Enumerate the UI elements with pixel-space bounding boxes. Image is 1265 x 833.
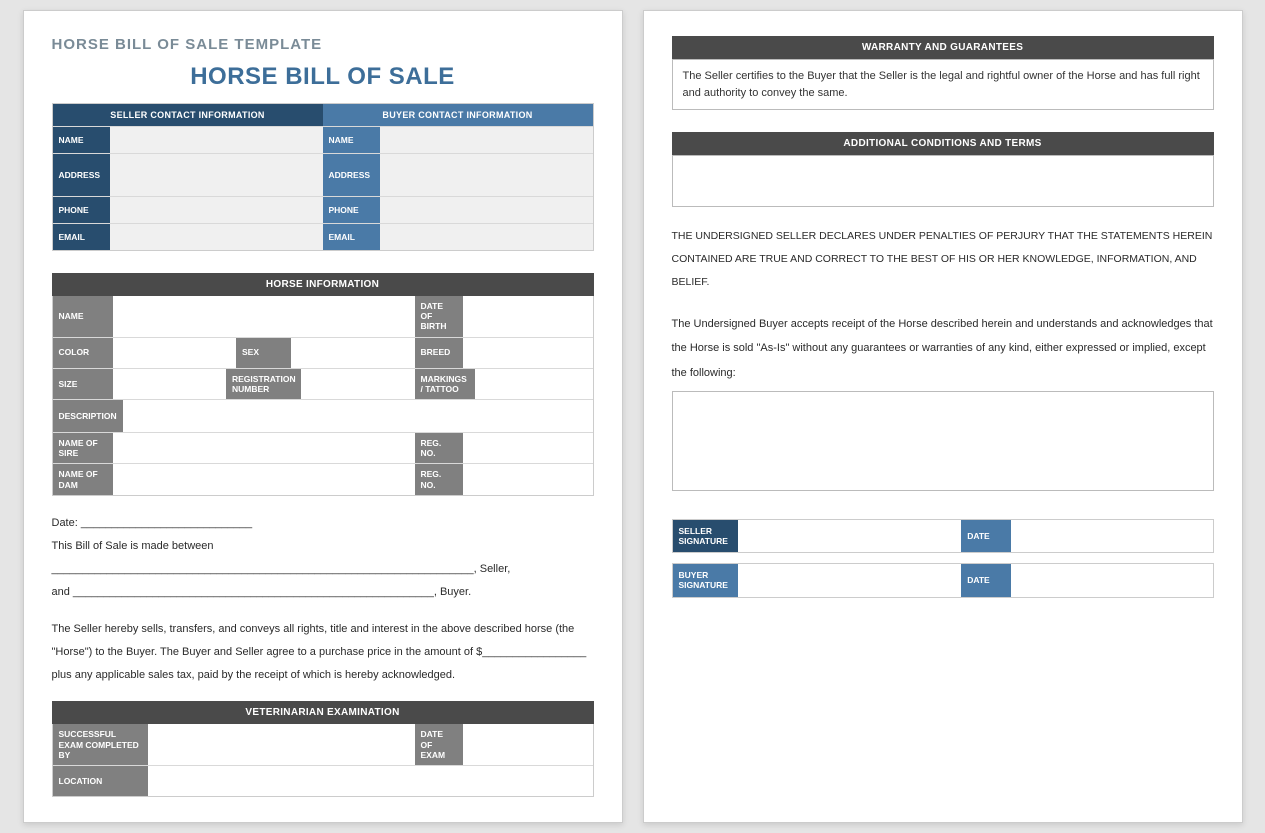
buyer-signature-field[interactable] — [738, 564, 962, 596]
horse-size-label: SIZE — [53, 369, 113, 399]
horse-dam-field[interactable] — [113, 464, 415, 494]
buyer-phone-field[interactable] — [380, 197, 593, 223]
horse-regnum-field[interactable] — [301, 369, 415, 399]
page-1: HORSE BILL OF SALE TEMPLATE HORSE BILL O… — [23, 10, 623, 823]
seller-address-label: ADDRESS — [53, 154, 110, 196]
horse-breed-field[interactable] — [463, 338, 593, 368]
horse-breed-label: BREED — [415, 338, 463, 368]
seller-signature-field[interactable] — [738, 520, 962, 552]
and-buyer-line: and ____________________________________… — [52, 581, 594, 604]
terms-box[interactable] — [672, 155, 1214, 207]
horse-color-field[interactable] — [113, 338, 237, 368]
buyer-address-label: ADDRESS — [323, 154, 380, 196]
horse-regnum-label: REGISTRATION NUMBER — [226, 369, 301, 399]
seller-header: SELLER CONTACT INFORMATION — [53, 104, 323, 126]
horse-sire-regno-field[interactable] — [463, 433, 593, 463]
horse-dob-field[interactable] — [463, 296, 593, 337]
horse-sire-regno-label: REG. NO. — [415, 433, 463, 463]
vet-completed-field[interactable] — [148, 724, 415, 765]
date-line: Date: ____________________________ — [52, 512, 594, 535]
warranty-text: The Seller certifies to the Buyer that t… — [672, 59, 1214, 110]
buyer-phone-label: PHONE — [323, 197, 380, 223]
buyer-name-label: NAME — [323, 127, 380, 153]
buyer-signature-label: BUYER SIGNATURE — [673, 564, 738, 596]
contact-table: SELLER CONTACT INFORMATION NAME ADDRESS … — [52, 103, 594, 251]
exceptions-box[interactable] — [672, 391, 1214, 491]
vet-date-field[interactable] — [463, 724, 593, 765]
horse-sire-label: NAME OF SIRE — [53, 433, 113, 463]
horse-color-label: COLOR — [53, 338, 113, 368]
buyer-sig-date-field[interactable] — [1011, 564, 1212, 596]
vet-date-label: DATE OF EXAM — [415, 724, 463, 765]
main-title: HORSE BILL OF SALE — [52, 63, 594, 91]
accept-text: The Undersigned Buyer accepts receipt of… — [672, 312, 1214, 385]
seller-email-label: EMAIL — [53, 224, 110, 250]
buyer-email-label: EMAIL — [323, 224, 380, 250]
buyer-signature-row: BUYER SIGNATURE DATE — [672, 563, 1214, 597]
seller-address-field[interactable] — [110, 154, 323, 196]
buyer-email-field[interactable] — [380, 224, 593, 250]
horse-dam-regno-label: REG. NO. — [415, 464, 463, 494]
buyer-address-field[interactable] — [380, 154, 593, 196]
made-between-line: This Bill of Sale is made between ______… — [52, 535, 594, 581]
horse-dob-label: DATE OF BIRTH — [415, 296, 463, 337]
horse-sex-label: SEX — [236, 338, 291, 368]
terms-header: ADDITIONAL CONDITIONS AND TERMS — [672, 132, 1214, 155]
seller-sig-date-label: DATE — [961, 520, 1011, 552]
horse-markings-field[interactable] — [475, 369, 593, 399]
horse-sire-field[interactable] — [113, 433, 415, 463]
buyer-name-field[interactable] — [380, 127, 593, 153]
horse-markings-label: MARKINGS / TATTOO — [415, 369, 475, 399]
seller-sig-date-field[interactable] — [1011, 520, 1212, 552]
buyer-sig-date-label: DATE — [961, 564, 1011, 596]
seller-signature-label: SELLER SIGNATURE — [673, 520, 738, 552]
horse-description-label: DESCRIPTION — [53, 400, 123, 432]
vet-location-field[interactable] — [148, 766, 593, 796]
vet-completed-label: SUCCESSFUL EXAM COMPLETED BY — [53, 724, 148, 765]
horse-info-table: NAME DATE OF BIRTH COLOR SEX BREED SIZE … — [52, 296, 594, 496]
seller-email-field[interactable] — [110, 224, 323, 250]
seller-name-field[interactable] — [110, 127, 323, 153]
vet-table: SUCCESSFUL EXAM COMPLETED BY DATE OF EXA… — [52, 724, 594, 797]
transfer-paragraph: The Seller hereby sells, transfers, and … — [52, 618, 594, 687]
horse-name-label: NAME — [53, 296, 113, 337]
buyer-header: BUYER CONTACT INFORMATION — [323, 104, 593, 126]
horse-description-field[interactable] — [123, 400, 593, 432]
document-label: HORSE BILL OF SALE TEMPLATE — [52, 36, 594, 53]
seller-signature-row: SELLER SIGNATURE DATE — [672, 519, 1214, 553]
horse-size-field[interactable] — [113, 369, 227, 399]
vet-location-label: LOCATION — [53, 766, 148, 796]
horse-sex-field[interactable] — [291, 338, 415, 368]
seller-name-label: NAME — [53, 127, 110, 153]
horse-dam-label: NAME OF DAM — [53, 464, 113, 494]
warranty-header: WARRANTY AND GUARANTEES — [672, 36, 1214, 59]
seller-phone-field[interactable] — [110, 197, 323, 223]
signature-section: SELLER SIGNATURE DATE BUYER SIGNATURE DA… — [672, 519, 1214, 598]
vet-header: VETERINARIAN EXAMINATION — [52, 701, 594, 724]
buyer-column: BUYER CONTACT INFORMATION NAME ADDRESS P… — [323, 104, 593, 250]
seller-column: SELLER CONTACT INFORMATION NAME ADDRESS … — [53, 104, 323, 250]
horse-name-field[interactable] — [113, 296, 415, 337]
horse-dam-regno-field[interactable] — [463, 464, 593, 494]
body-text-block: Date: ____________________________ This … — [52, 512, 594, 604]
horse-info-header: HORSE INFORMATION — [52, 273, 594, 296]
declaration-text: THE UNDERSIGNED SELLER DECLARES UNDER PE… — [672, 225, 1214, 294]
seller-phone-label: PHONE — [53, 197, 110, 223]
page-2: WARRANTY AND GUARANTEES The Seller certi… — [643, 10, 1243, 823]
